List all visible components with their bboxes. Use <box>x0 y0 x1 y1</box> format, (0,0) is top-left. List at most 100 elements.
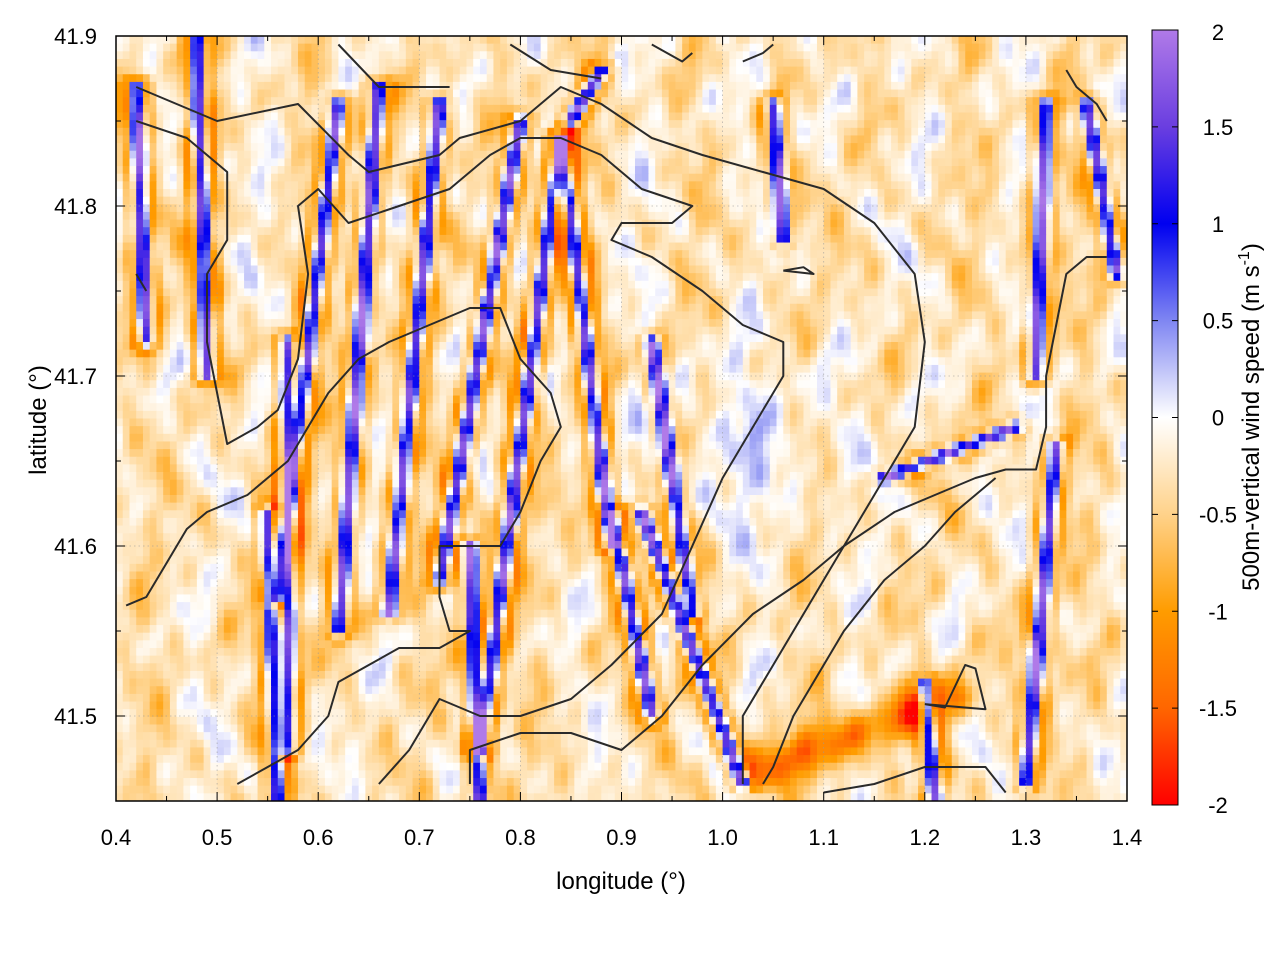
heatmap-cell <box>473 81 481 91</box>
heatmap-cell <box>1059 74 1067 83</box>
heatmap-cell <box>439 250 447 259</box>
heatmap-cell <box>217 135 225 144</box>
heatmap-cell <box>318 66 326 75</box>
heatmap-cell <box>641 104 650 114</box>
heatmap-cell <box>156 74 164 83</box>
heatmap-cell <box>291 89 299 98</box>
heatmap-cell <box>210 265 218 274</box>
heatmap-cell <box>506 227 515 236</box>
heatmap-cell <box>338 58 346 68</box>
heatmap-cell <box>1019 242 1027 251</box>
heatmap-cell <box>190 196 198 205</box>
heatmap-cell <box>1052 74 1061 83</box>
heatmap-cell <box>473 36 481 45</box>
heatmap-cell <box>237 196 245 205</box>
heatmap-cell <box>250 196 259 205</box>
heatmap-cell <box>1059 120 1067 129</box>
heatmap-cell <box>493 204 501 213</box>
heatmap-cell <box>985 58 993 68</box>
heatmap-cell <box>533 196 542 205</box>
heatmap-cell <box>129 280 137 290</box>
heatmap-cell <box>1025 150 1034 159</box>
heatmap-cell <box>116 112 124 121</box>
heatmap-cell <box>1039 265 1047 274</box>
heatmap-cell <box>796 242 805 251</box>
heatmap-cell <box>810 257 818 267</box>
heatmap-cell <box>1005 166 1014 175</box>
heatmap-cell <box>399 127 407 137</box>
heatmap-cell <box>506 280 515 290</box>
heatmap-cell <box>924 66 933 75</box>
heatmap-cell <box>419 204 427 213</box>
heatmap-cell <box>513 181 521 190</box>
heatmap-cell <box>142 74 151 83</box>
heatmap-cell <box>176 51 184 60</box>
heatmap-cell <box>466 189 474 198</box>
heatmap-cell <box>372 127 380 137</box>
heatmap-cell <box>661 158 670 167</box>
heatmap-cell <box>581 181 589 190</box>
heatmap-cell <box>244 196 252 205</box>
heatmap-cell <box>554 127 562 137</box>
heatmap-cell <box>655 89 663 98</box>
heatmap-cell <box>648 112 656 121</box>
heatmap-cell <box>634 173 643 182</box>
heatmap-cell <box>621 158 629 167</box>
heatmap-cell <box>513 204 521 213</box>
heatmap-cell <box>816 280 825 290</box>
heatmap-cell <box>486 219 495 228</box>
heatmap-cell <box>405 166 414 175</box>
heatmap-cell <box>688 143 697 152</box>
heatmap-cell <box>142 265 151 274</box>
heatmap-cell <box>1032 143 1040 152</box>
heatmap-cell <box>1025 143 1034 152</box>
heatmap-cell <box>958 173 966 182</box>
heatmap-cell <box>702 204 710 213</box>
heatmap-cell <box>291 219 299 228</box>
heatmap-cell <box>297 127 306 137</box>
heatmap-cell <box>931 89 939 98</box>
heatmap-cell <box>345 227 353 236</box>
heatmap-cell <box>749 89 757 98</box>
heatmap-cell <box>938 166 946 175</box>
heatmap-cell <box>291 196 299 205</box>
heatmap-cell <box>324 173 333 182</box>
heatmap-cell <box>142 166 151 175</box>
heatmap-cell <box>668 234 677 244</box>
heatmap-cell <box>264 120 272 129</box>
heatmap-cell <box>453 58 461 68</box>
heatmap-cell <box>1032 219 1040 228</box>
heatmap-cell <box>870 242 879 251</box>
heatmap-cell <box>203 227 211 236</box>
heatmap-cell <box>904 97 912 106</box>
heatmap-cell <box>776 211 784 221</box>
heatmap-cell <box>958 211 966 221</box>
heatmap-cell <box>945 74 953 83</box>
heatmap-cell <box>655 127 663 137</box>
heatmap-cell <box>1025 89 1034 98</box>
heatmap-cell <box>803 234 811 244</box>
heatmap-cell <box>486 196 495 205</box>
heatmap-cell <box>392 135 400 144</box>
heatmap-cell <box>837 265 845 274</box>
heatmap-cell <box>1073 89 1081 98</box>
heatmap-cell <box>715 265 724 274</box>
heatmap-cell <box>156 257 164 267</box>
heatmap-cell <box>756 204 764 213</box>
heatmap-cell <box>500 250 508 259</box>
heatmap-cell <box>1073 181 1081 190</box>
heatmap-cell <box>661 143 670 152</box>
heatmap-cell <box>1093 227 1101 236</box>
heatmap-cell <box>783 189 791 198</box>
heatmap-cell <box>1052 280 1061 290</box>
heatmap-cell <box>574 196 582 205</box>
heatmap-cell <box>338 273 346 282</box>
heatmap-cell <box>729 257 737 267</box>
heatmap-cell <box>203 181 211 190</box>
heatmap-cell <box>843 81 852 91</box>
heatmap-cell <box>331 58 340 68</box>
heatmap-cell <box>271 58 279 68</box>
heatmap-cell <box>318 74 326 83</box>
heatmap-cell <box>985 265 993 274</box>
heatmap-cell <box>992 242 1000 251</box>
